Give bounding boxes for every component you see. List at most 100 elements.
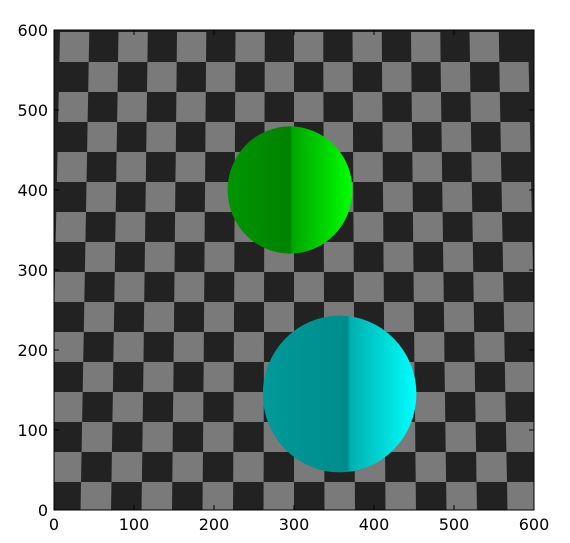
- floor-tile: [294, 32, 324, 62]
- floor-tile: [146, 122, 177, 152]
- green-sphere: [227, 126, 353, 254]
- floor-tile: [500, 122, 531, 152]
- floor-tile: [205, 122, 235, 152]
- floor-tile: [263, 482, 294, 510]
- floor-tile: [382, 62, 412, 92]
- floor-tile: [440, 62, 471, 92]
- floor-tile: [142, 422, 173, 452]
- floor-tile: [382, 182, 413, 212]
- floor-tile: [141, 482, 173, 510]
- floor-tile: [444, 362, 476, 392]
- floor-tile: [145, 182, 176, 212]
- floor-tile: [111, 452, 143, 482]
- floor-tile: [441, 122, 472, 152]
- floor-tile: [115, 212, 146, 242]
- floor-tile: [474, 332, 505, 362]
- floor-tile: [173, 332, 204, 362]
- floor-tile: [55, 212, 86, 242]
- floor-tile: [503, 302, 534, 332]
- floor-tile: [353, 212, 384, 242]
- floor-tile: [112, 392, 144, 422]
- x-axis: 0 100 200 300 400 500 600: [49, 30, 549, 534]
- floor-tile: [352, 92, 383, 122]
- x-tick-label: 600: [519, 515, 550, 534]
- x-tick-label: 100: [119, 515, 150, 534]
- y-axis: 0 100 200 300 400 500 600: [17, 21, 534, 520]
- floor-tile: [383, 302, 415, 332]
- floor-tile: [88, 62, 118, 92]
- floor-tile: [203, 422, 234, 452]
- y-tick-label: 0: [38, 501, 48, 520]
- x-tick-label: 400: [359, 515, 390, 534]
- floor-tile: [294, 92, 324, 122]
- floor-tile: [233, 392, 264, 422]
- floor-tile: [323, 242, 354, 272]
- y-tick-label: 500: [17, 101, 48, 120]
- y-tick-label: 100: [17, 421, 48, 440]
- x-tick-label: 200: [199, 515, 230, 534]
- floor-tile: [144, 242, 175, 272]
- y-tick-label: 300: [17, 261, 48, 280]
- y-tick-label: 600: [17, 21, 48, 40]
- floor-tile: [352, 32, 382, 62]
- floor-tile: [116, 152, 147, 182]
- floor-tile: [446, 482, 477, 510]
- checkerboard-floor: [54, 32, 534, 510]
- floor-tile: [113, 332, 144, 362]
- floor-tile: [84, 242, 116, 272]
- floor-tile: [86, 182, 117, 212]
- floor-tile: [507, 482, 534, 510]
- floor-tile: [117, 92, 147, 122]
- x-tick-label: 500: [439, 515, 470, 534]
- floor-tile: [54, 392, 83, 422]
- x-tick-label: 0: [49, 515, 59, 534]
- floor-tile: [324, 482, 355, 510]
- floor-tile: [235, 32, 265, 62]
- x-tick-label: 300: [279, 515, 310, 534]
- floor-tile: [471, 152, 502, 182]
- floor-tile: [81, 422, 113, 452]
- floor-tile: [502, 242, 533, 272]
- floor-tile: [411, 32, 441, 62]
- floor-tile: [202, 482, 234, 510]
- floor-tile: [87, 122, 118, 152]
- floor-tile: [505, 422, 534, 452]
- floor-tile: [147, 62, 177, 92]
- floor-tile: [54, 452, 82, 482]
- y-tick-label: 400: [17, 181, 48, 200]
- floor-tile: [174, 212, 205, 242]
- floor-tile: [443, 302, 475, 332]
- floor-tile: [205, 62, 236, 92]
- floor-tile: [80, 482, 112, 510]
- floor-tile: [383, 242, 414, 272]
- y-tick-label: 200: [17, 341, 48, 360]
- floor-tile: [54, 332, 84, 362]
- floor-tile: [385, 482, 416, 510]
- floor-tile: [504, 362, 534, 392]
- floor-tile: [203, 302, 235, 332]
- floor-tile: [59, 32, 90, 62]
- floor-tile: [143, 362, 174, 392]
- floor-tile: [233, 332, 264, 362]
- floor-tile: [58, 92, 89, 122]
- floor-tile: [470, 92, 501, 122]
- floor-tile: [414, 332, 445, 362]
- cyan-sphere: [262, 315, 417, 473]
- floor-tile: [118, 32, 148, 62]
- floor-tile: [172, 452, 203, 482]
- floor-tile: [413, 272, 444, 302]
- floor-tile: [176, 32, 207, 62]
- floor-tile: [172, 392, 204, 422]
- floor-tile: [475, 392, 506, 422]
- floor-tile: [264, 62, 294, 92]
- floor-tile: [445, 422, 477, 452]
- floor-tile: [473, 272, 504, 302]
- floor-tile: [234, 272, 265, 302]
- floor-tile: [411, 92, 442, 122]
- floor-tile: [176, 92, 206, 122]
- floor-tile: [469, 32, 500, 62]
- floor-tile: [294, 272, 324, 302]
- floor-tile: [54, 272, 85, 302]
- floor-tile: [476, 452, 507, 482]
